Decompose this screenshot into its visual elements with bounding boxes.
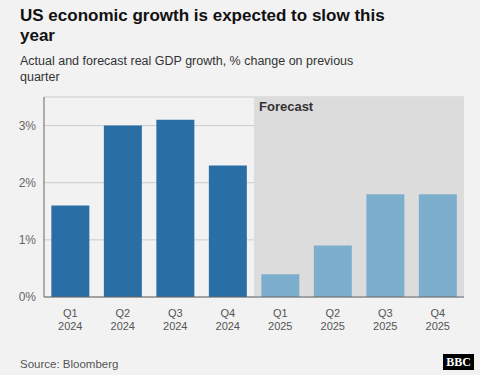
html-text:US economic growth is expected: US economic growth is expected to slow t… <box>20 6 385 46</box>
svg-text:Q12024: Q12024 <box>58 307 82 332</box>
svg-text:3%: 3% <box>19 119 37 133</box>
html-text:BBC: BBC <box>446 354 471 369</box>
svg-text:Q32025: Q32025 <box>373 307 397 332</box>
svg-text:Q22024: Q22024 <box>111 307 135 332</box>
svg-text:2%: 2% <box>19 176 37 190</box>
svg-text:Q42024: Q42024 <box>216 307 240 332</box>
svg-text:0%: 0% <box>19 291 37 305</box>
html-text:Actual and forecast real GDP g: Actual and forecast real GDP growth, % c… <box>20 53 354 84</box>
svg-text:Q12025: Q12025 <box>268 307 292 332</box>
html-text:Source: Bloomberg: Source: Bloomberg <box>20 358 119 370</box>
svg-text:Q42025: Q42025 <box>426 307 450 332</box>
svg-text:Q22025: Q22025 <box>321 307 345 332</box>
svg-text:1%: 1% <box>19 233 37 247</box>
svg-text:Q32024: Q32024 <box>163 307 187 332</box>
svg-text:Forecast: Forecast <box>259 100 314 115</box>
